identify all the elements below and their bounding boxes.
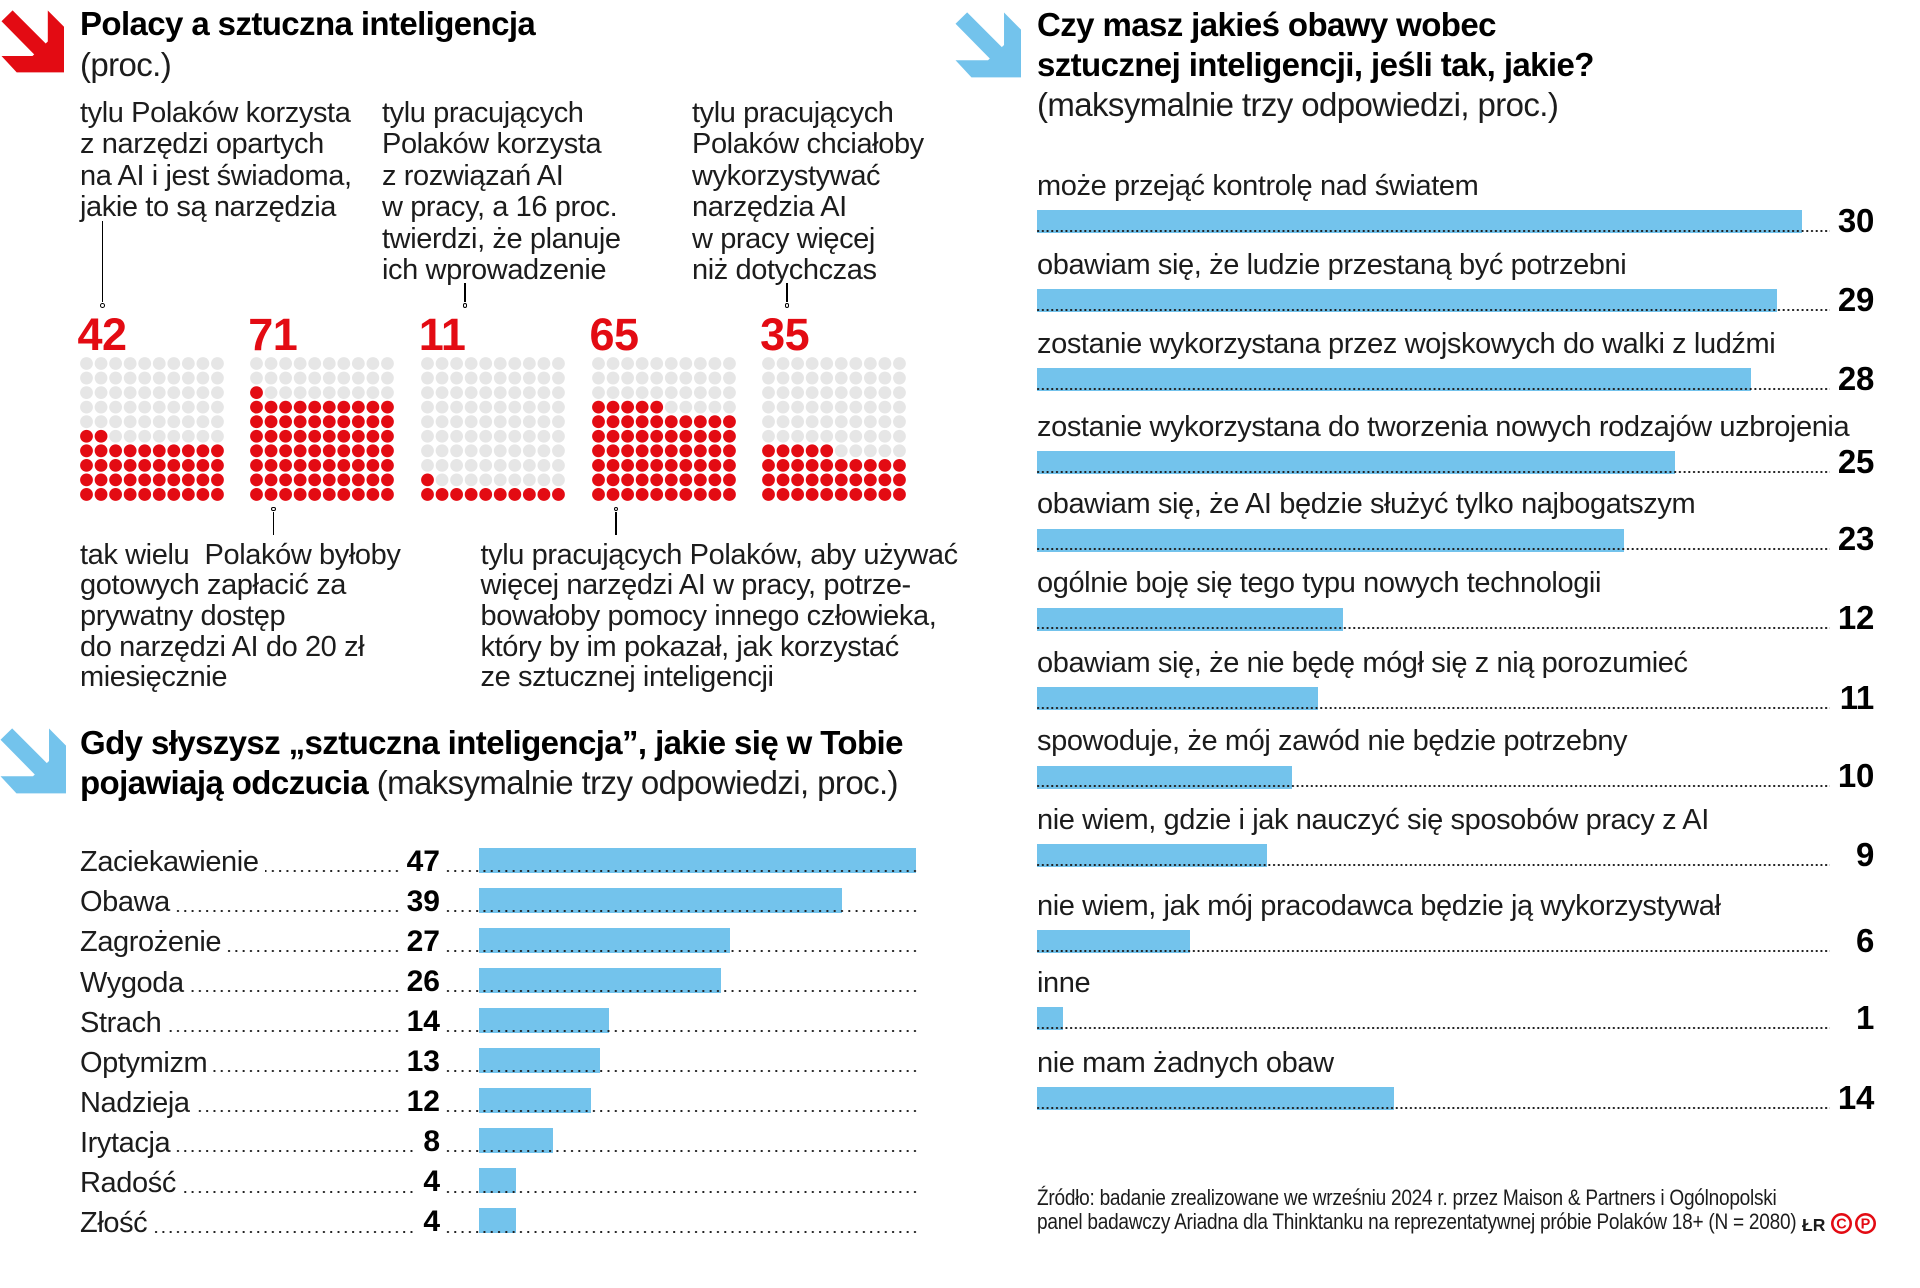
svg-text:P: P [1861,1217,1871,1233]
svg-text:C: C [1836,1217,1847,1233]
